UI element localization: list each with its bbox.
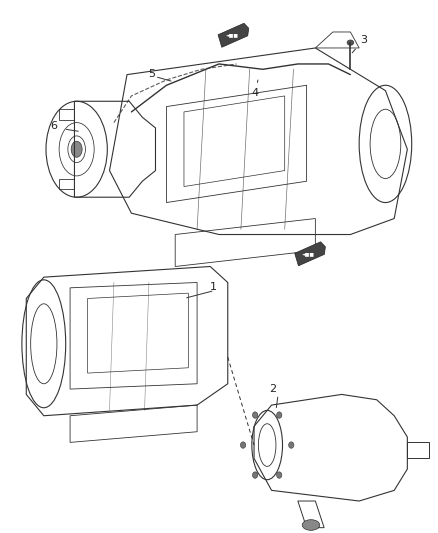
Ellipse shape bbox=[240, 442, 246, 448]
Ellipse shape bbox=[302, 520, 320, 530]
Text: 3: 3 bbox=[352, 35, 367, 53]
Text: 4: 4 bbox=[252, 80, 259, 98]
Text: 1: 1 bbox=[210, 282, 217, 293]
Text: ◄■■: ◄■■ bbox=[302, 251, 315, 256]
Polygon shape bbox=[218, 23, 249, 47]
Text: 5: 5 bbox=[148, 69, 155, 79]
Ellipse shape bbox=[277, 472, 282, 478]
Ellipse shape bbox=[252, 412, 258, 418]
Text: 6: 6 bbox=[50, 121, 57, 131]
Text: ◄■■: ◄■■ bbox=[226, 32, 239, 37]
Polygon shape bbox=[295, 242, 325, 266]
Ellipse shape bbox=[347, 40, 354, 45]
Ellipse shape bbox=[277, 412, 282, 418]
Ellipse shape bbox=[252, 472, 258, 478]
Text: 2: 2 bbox=[269, 384, 276, 394]
Ellipse shape bbox=[289, 442, 294, 448]
Ellipse shape bbox=[71, 141, 82, 157]
